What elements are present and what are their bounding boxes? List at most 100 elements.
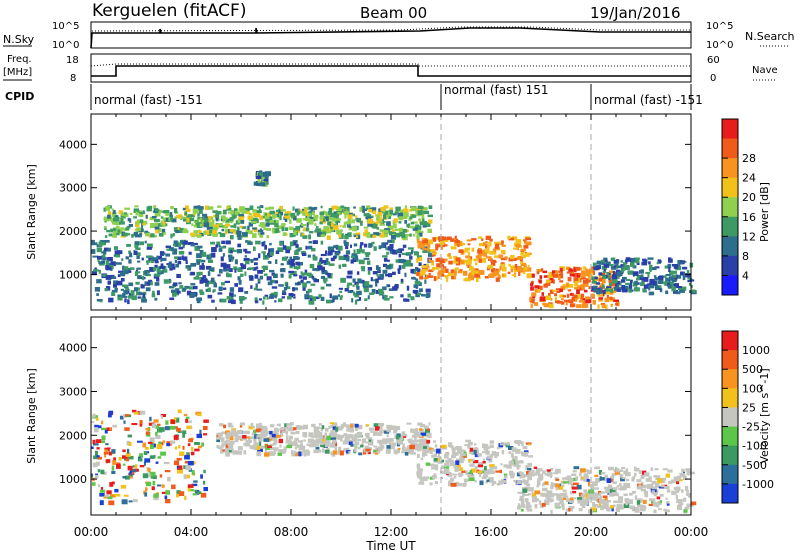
echo-cell <box>445 278 449 282</box>
echo-cell <box>559 280 564 283</box>
echo-cell <box>657 259 662 264</box>
echo-cell <box>307 288 312 293</box>
echo-cell <box>642 288 647 292</box>
echo-cell <box>319 216 325 220</box>
echo-cell <box>226 206 229 210</box>
echo-cell <box>673 283 679 286</box>
echo-cell <box>269 424 275 428</box>
echo-cell <box>142 473 149 479</box>
echo-cell <box>103 207 107 212</box>
echo-cell <box>447 458 452 463</box>
echo-cell <box>349 428 355 433</box>
echo-cell <box>257 279 261 282</box>
echo-cell <box>279 427 285 431</box>
echo-cell <box>501 450 505 455</box>
echo-cell <box>617 496 623 501</box>
echo-cell <box>502 479 507 484</box>
echo-cell <box>490 267 496 273</box>
echo-cell <box>120 227 125 230</box>
echo-cell <box>182 430 187 434</box>
echo-cell <box>417 244 424 249</box>
echo-cell <box>611 474 615 478</box>
echo-cell <box>233 266 238 270</box>
echo-cell <box>123 494 129 497</box>
echo-cell <box>613 287 617 291</box>
echo-cell <box>274 228 280 233</box>
echo-cell <box>440 273 445 277</box>
echo-cell <box>416 463 421 469</box>
echo-cell <box>571 497 577 500</box>
echo-cell <box>394 228 400 231</box>
colorbar-swatch <box>722 158 738 179</box>
echo-cell <box>262 300 265 305</box>
echo-cell <box>227 205 232 208</box>
echo-cell <box>292 271 297 274</box>
echo-cell <box>263 438 270 442</box>
echo-cell <box>517 480 522 485</box>
echo-cell <box>407 247 414 250</box>
echo-cell <box>117 229 121 233</box>
echo-cell <box>510 269 514 273</box>
echo-cell <box>365 448 371 452</box>
echo-cell <box>504 475 508 479</box>
echo-cell <box>356 235 359 238</box>
echo-cell <box>133 411 139 415</box>
echo-cell <box>190 243 195 247</box>
echo-cell <box>310 283 316 286</box>
echo-cell <box>572 470 577 473</box>
echo-cell <box>556 290 561 293</box>
echo-cell <box>648 498 652 502</box>
echo-cell <box>129 267 135 270</box>
echo-cell <box>365 253 370 258</box>
echo-cell <box>654 277 659 281</box>
echo-cell <box>289 422 294 426</box>
echo-cell <box>284 227 289 231</box>
echo-cell <box>684 506 690 510</box>
echo-cell <box>134 464 138 469</box>
echo-cell <box>112 221 117 225</box>
echo-cell <box>573 477 577 482</box>
echo-cell <box>493 466 498 470</box>
echo-cell <box>379 234 385 238</box>
echo-cell <box>567 479 573 485</box>
echo-cell <box>453 270 457 276</box>
echo-cell <box>245 229 250 234</box>
echo-cell <box>253 430 257 434</box>
echo-cell <box>492 248 497 253</box>
echo-cell <box>228 247 234 251</box>
echo-cell <box>508 263 511 267</box>
echo-cell <box>253 438 257 443</box>
echo-cell <box>273 291 278 296</box>
echo-cell <box>496 446 500 450</box>
echo-cell <box>489 466 495 470</box>
echo-cell <box>301 224 307 227</box>
power-ylabel: Slant Range [km] <box>25 164 38 260</box>
nsearch-tick-top: 10^5 <box>706 21 733 32</box>
echo-cell <box>172 233 175 237</box>
echo-cell <box>561 505 565 510</box>
echo-cell <box>316 443 320 447</box>
echo-cell <box>155 208 160 212</box>
echo-cell <box>610 281 616 287</box>
echo-cell <box>248 230 253 235</box>
echo-cell <box>427 275 434 278</box>
echo-cell <box>523 269 526 275</box>
beam-title: Beam 00 <box>360 4 427 22</box>
echo-cell <box>428 219 433 224</box>
echo-cell <box>513 247 518 250</box>
echo-cell <box>377 448 381 454</box>
echo-cell <box>393 218 398 223</box>
echo-cell <box>219 233 226 238</box>
echo-cell <box>386 214 389 219</box>
echo-cell <box>321 425 325 430</box>
echo-cell <box>110 268 113 271</box>
echo-cell <box>267 445 272 448</box>
echo-cell <box>284 213 289 217</box>
echo-cell <box>410 221 415 225</box>
echo-cell <box>371 289 376 294</box>
echo-cell <box>345 221 352 225</box>
echo-cell <box>528 455 534 458</box>
echo-cell <box>686 490 689 493</box>
echo-cell <box>397 269 401 274</box>
echo-cell <box>516 464 521 468</box>
